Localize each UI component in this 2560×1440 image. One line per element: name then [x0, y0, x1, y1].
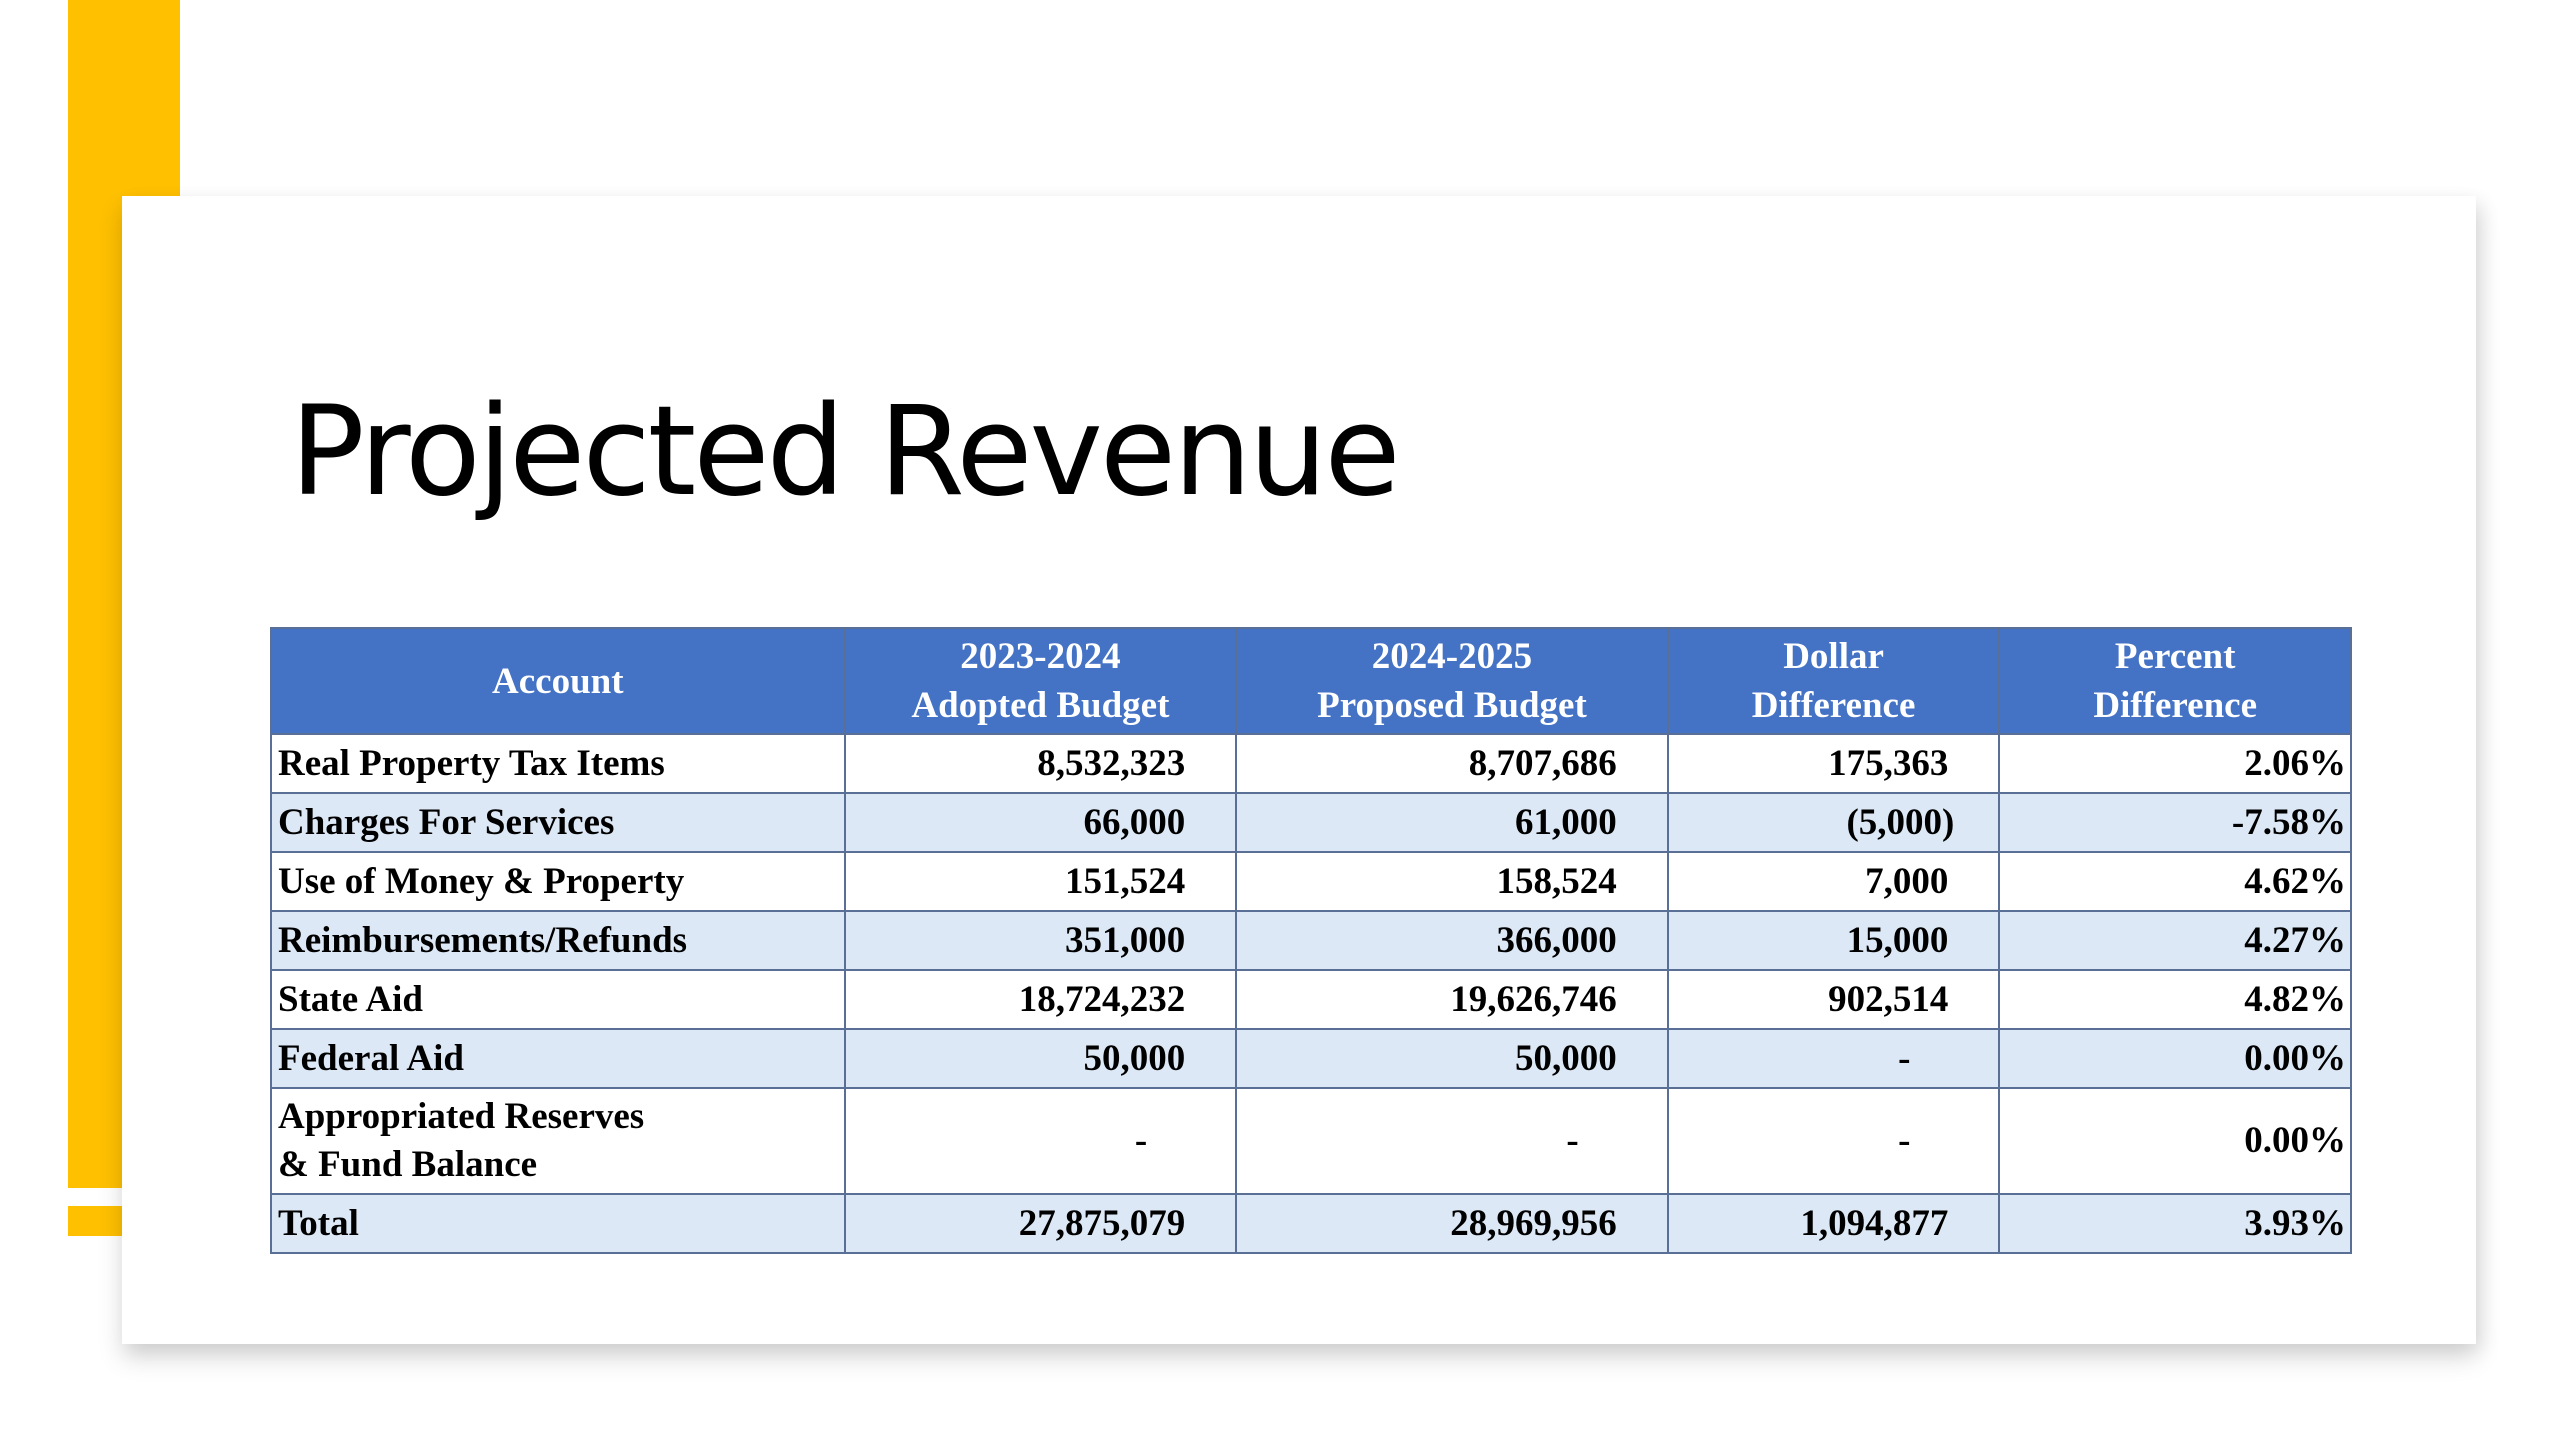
- header-adopted-budget: 2023-2024 Adopted Budget: [843, 627, 1238, 735]
- header-adopted-label: Adopted Budget: [911, 685, 1170, 726]
- header-account-label: Account: [492, 660, 624, 702]
- header-account: Account: [270, 627, 846, 735]
- slide-title: Projected Revenue: [290, 380, 1401, 524]
- cell-proposed: 158,524: [1235, 851, 1669, 912]
- cell-dollar-diff: 7,000: [1666, 851, 2001, 912]
- cell-proposed: 50,000: [1235, 1028, 1669, 1089]
- header-adopted-year: 2023-2024: [960, 636, 1121, 677]
- cell-proposed: 8,707,686: [1235, 733, 1669, 794]
- cell-dollar-diff: -: [1666, 1028, 2001, 1089]
- cell-account: Total: [270, 1193, 846, 1254]
- cell-percent-diff: 2.06%: [1998, 733, 2352, 794]
- table-row: Reimbursements/Refunds 351,000 366,000 1…: [270, 910, 2352, 971]
- cell-proposed: 19,626,746: [1235, 969, 1669, 1030]
- table-row: Charges For Services 66,000 61,000 (5,00…: [270, 792, 2352, 853]
- cell-adopted: 66,000: [843, 792, 1238, 853]
- cell-dollar-diff: 902,514: [1666, 969, 2001, 1030]
- cell-percent-diff: -7.58%: [1998, 792, 2352, 853]
- header-dollar-difference: Dollar Difference: [1666, 627, 2001, 735]
- cell-account: Reimbursements/Refunds: [270, 910, 846, 971]
- cell-dollar-diff: (5,000): [1666, 792, 2001, 853]
- cell-adopted: 50,000: [843, 1028, 1238, 1089]
- cell-proposed: 366,000: [1235, 910, 1669, 971]
- cell-account: Charges For Services: [270, 792, 846, 853]
- header-percent-line1: Percent: [2114, 636, 2236, 677]
- cell-account: Real Property Tax Items: [270, 733, 846, 794]
- cell-percent-diff: 0.00%: [1998, 1028, 2352, 1089]
- cell-dollar-diff: -: [1666, 1087, 2001, 1195]
- accent-bar-bottom: [68, 1206, 122, 1236]
- header-proposed-budget: 2024-2025 Proposed Budget: [1235, 627, 1669, 735]
- cell-account-line2: & Fund Balance: [278, 1144, 538, 1185]
- table-row: Use of Money & Property 151,524 158,524 …: [270, 851, 2352, 912]
- header-proposed-year: 2024-2025: [1371, 636, 1533, 677]
- cell-percent-diff: 3.93%: [1998, 1193, 2352, 1254]
- table-row: Federal Aid 50,000 50,000 - 0.00%: [270, 1028, 2352, 1089]
- cell-percent-diff: 4.62%: [1998, 851, 2352, 912]
- cell-adopted: 351,000: [843, 910, 1238, 971]
- table-header: Account 2023-2024 Adopted Budget 2024-20…: [270, 627, 2352, 735]
- header-dollar-line1: Dollar: [1783, 636, 1884, 677]
- cell-adopted: 18,724,232: [843, 969, 1238, 1030]
- table-row: Appropriated Reserves & Fund Balance - -…: [270, 1087, 2352, 1195]
- cell-proposed: -: [1235, 1087, 1669, 1195]
- cell-account: State Aid: [270, 969, 846, 1030]
- cell-proposed: 28,969,956: [1235, 1193, 1669, 1254]
- cell-proposed: 61,000: [1235, 792, 1669, 853]
- accent-bar-side: [68, 0, 122, 1188]
- header-proposed-label: Proposed Budget: [1317, 685, 1587, 726]
- cell-dollar-diff: 15,000: [1666, 910, 2001, 971]
- cell-dollar-diff: 1,094,877: [1666, 1193, 2001, 1254]
- header-row: Account 2023-2024 Adopted Budget 2024-20…: [270, 627, 2352, 735]
- table-body: Real Property Tax Items 8,532,323 8,707,…: [270, 733, 2352, 1254]
- cell-percent-diff: 4.27%: [1998, 910, 2352, 971]
- header-percent-line2: Difference: [2093, 685, 2258, 726]
- table-row: State Aid 18,724,232 19,626,746 902,514 …: [270, 969, 2352, 1030]
- cell-account: Appropriated Reserves & Fund Balance: [270, 1087, 846, 1195]
- table-row-total: Total 27,875,079 28,969,956 1,094,877 3.…: [270, 1193, 2352, 1254]
- cell-percent-diff: 0.00%: [1998, 1087, 2352, 1195]
- cell-adopted: 151,524: [843, 851, 1238, 912]
- cell-account: Federal Aid: [270, 1028, 846, 1089]
- cell-adopted: 8,532,323: [843, 733, 1238, 794]
- cell-adopted: -: [843, 1087, 1238, 1195]
- header-dollar-line2: Difference: [1751, 685, 1916, 726]
- revenue-table: Account 2023-2024 Adopted Budget 2024-20…: [270, 627, 2352, 1254]
- cell-account-line1: Appropriated Reserves: [278, 1096, 645, 1137]
- cell-adopted: 27,875,079: [843, 1193, 1238, 1254]
- cell-percent-diff: 4.82%: [1998, 969, 2352, 1030]
- cell-dollar-diff: 175,363: [1666, 733, 2001, 794]
- table-row: Real Property Tax Items 8,532,323 8,707,…: [270, 733, 2352, 794]
- cell-account: Use of Money & Property: [270, 851, 846, 912]
- header-percent-difference: Percent Difference: [1998, 627, 2352, 735]
